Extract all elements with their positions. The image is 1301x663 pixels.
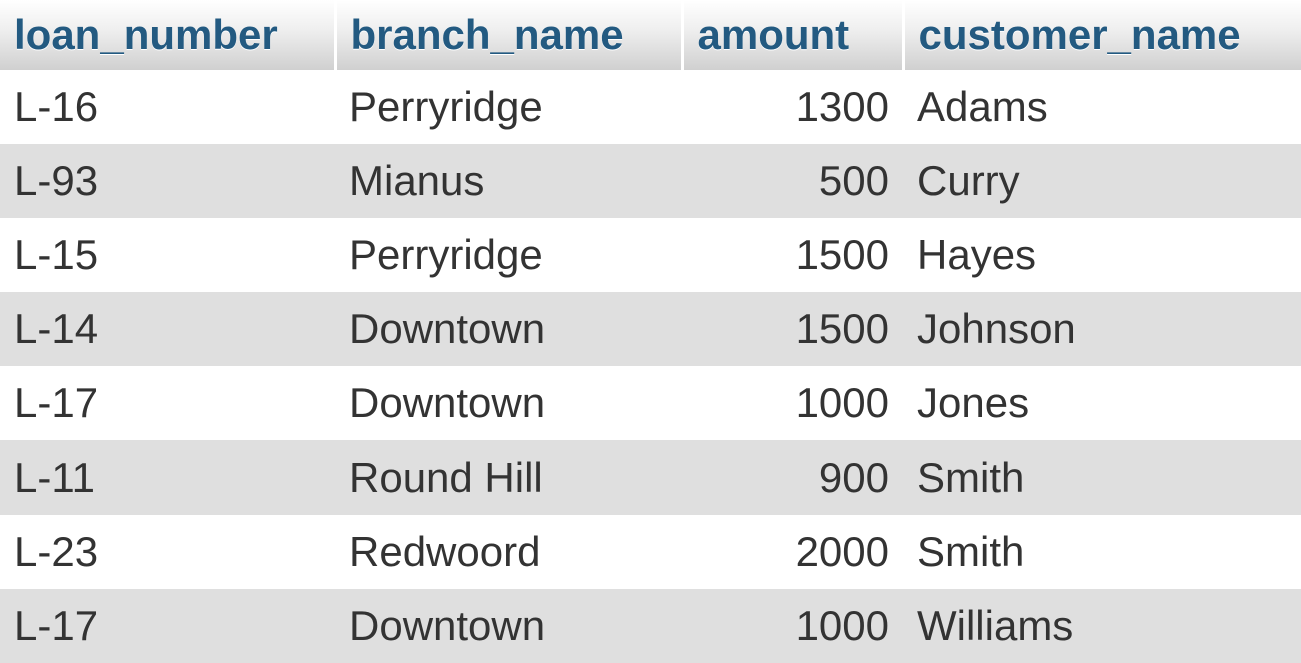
cell-amount: 1300 [682, 70, 903, 145]
cell-amount: 1000 [682, 366, 903, 441]
cell-amount: 500 [682, 144, 903, 219]
table-row: L-16 Perryridge 1300 Adams [0, 70, 1301, 145]
cell-customer-name: Smith [903, 440, 1301, 515]
header-row: loan_number branch_name amount customer_… [0, 0, 1301, 70]
table-row: L-14 Downtown 1500 Johnson [0, 292, 1301, 367]
table-row: L-93 Mianus 500 Curry [0, 144, 1301, 219]
cell-branch-name: Perryridge [335, 218, 682, 293]
cell-branch-name: Round Hill [335, 440, 682, 515]
cell-customer-name: Johnson [903, 292, 1301, 367]
cell-branch-name: Downtown [335, 292, 682, 367]
table-row: L-23 Redwoord 2000 Smith [0, 514, 1301, 589]
cell-customer-name: Smith [903, 514, 1301, 589]
column-header-amount[interactable]: amount [682, 0, 905, 70]
cell-branch-name: Mianus [335, 144, 682, 219]
cell-amount: 2000 [682, 514, 903, 589]
cell-loan-number: L-17 [0, 588, 335, 663]
cell-loan-number: L-11 [0, 440, 335, 515]
cell-loan-number: L-93 [0, 144, 335, 219]
table-row: L-11 Round Hill 900 Smith [0, 440, 1301, 515]
cell-branch-name: Downtown [335, 366, 682, 441]
table-header: loan_number branch_name amount customer_… [0, 0, 1301, 70]
column-header-branch-name[interactable]: branch_name [335, 0, 684, 70]
column-header-loan-number[interactable]: loan_number [0, 0, 337, 70]
cell-customer-name: Hayes [903, 218, 1301, 293]
cell-amount: 1500 [682, 218, 903, 293]
table-row: L-15 Perryridge 1500 Hayes [0, 218, 1301, 293]
cell-amount: 1000 [682, 588, 903, 663]
cell-amount: 1500 [682, 292, 903, 367]
cell-loan-number: L-17 [0, 366, 335, 441]
cell-customer-name: Curry [903, 144, 1301, 219]
cell-branch-name: Redwoord [335, 514, 682, 589]
cell-loan-number: L-14 [0, 292, 335, 367]
cell-customer-name: Adams [903, 70, 1301, 145]
table-body: L-16 Perryridge 1300 Adams L-93 Mianus 5… [0, 70, 1301, 663]
table-row: L-17 Downtown 1000 Jones [0, 366, 1301, 441]
cell-customer-name: Williams [903, 588, 1301, 663]
column-header-customer-name[interactable]: customer_name [903, 0, 1301, 70]
cell-loan-number: L-23 [0, 514, 335, 589]
cell-amount: 900 [682, 440, 903, 515]
cell-loan-number: L-16 [0, 70, 335, 145]
cell-loan-number: L-15 [0, 218, 335, 293]
cell-customer-name: Jones [903, 366, 1301, 441]
cell-branch-name: Perryridge [335, 70, 682, 145]
cell-branch-name: Downtown [335, 588, 682, 663]
table-row: L-17 Downtown 1000 Williams [0, 588, 1301, 663]
